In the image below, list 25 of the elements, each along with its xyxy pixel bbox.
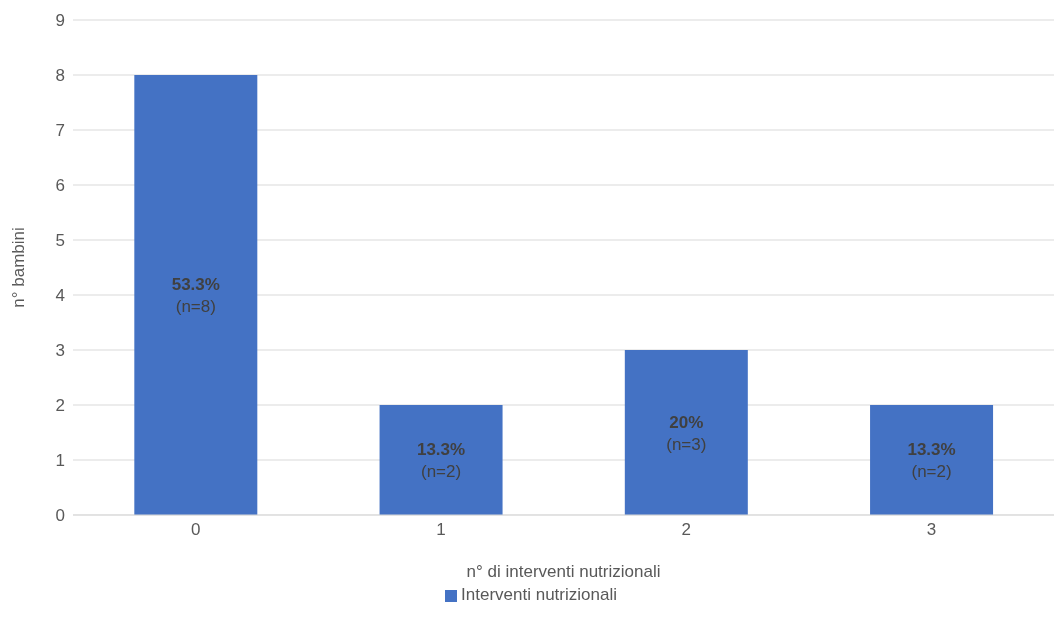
x-tick-label: 1 <box>436 520 446 540</box>
y-tick-label: 4 <box>55 286 65 306</box>
x-tick-label: 0 <box>190 520 201 540</box>
x-axis-title: n° di interventi nutrizionali <box>466 562 661 581</box>
bar <box>870 405 994 515</box>
y-tick-label: 1 <box>55 451 65 471</box>
x-tick-label: 3 <box>926 520 937 540</box>
y-tick-label: 5 <box>55 231 65 251</box>
legend-label: Interventi nutrizionali <box>461 585 617 604</box>
data-label: 13.3% (n=2) <box>907 440 956 481</box>
y-tick-label: 6 <box>55 176 65 196</box>
x-tick-label: 2 <box>681 520 691 540</box>
data-label: 53.3% (n=8) <box>171 275 220 316</box>
y-axis-title: n° bambini <box>9 227 29 308</box>
y-tick-label: 0 <box>55 506 65 526</box>
y-tick-label: 2 <box>55 396 65 416</box>
data-label: 13.3% (n=2) <box>416 440 466 481</box>
bar <box>379 405 503 515</box>
y-tick-label: 9 <box>55 11 65 31</box>
y-tick-label: 7 <box>55 121 65 141</box>
data-label: 20% (n=3) <box>666 412 707 454</box>
bar <box>624 350 748 515</box>
y-tick-label: 8 <box>55 66 65 86</box>
y-tick-label: 3 <box>55 341 65 361</box>
bar <box>134 75 258 515</box>
